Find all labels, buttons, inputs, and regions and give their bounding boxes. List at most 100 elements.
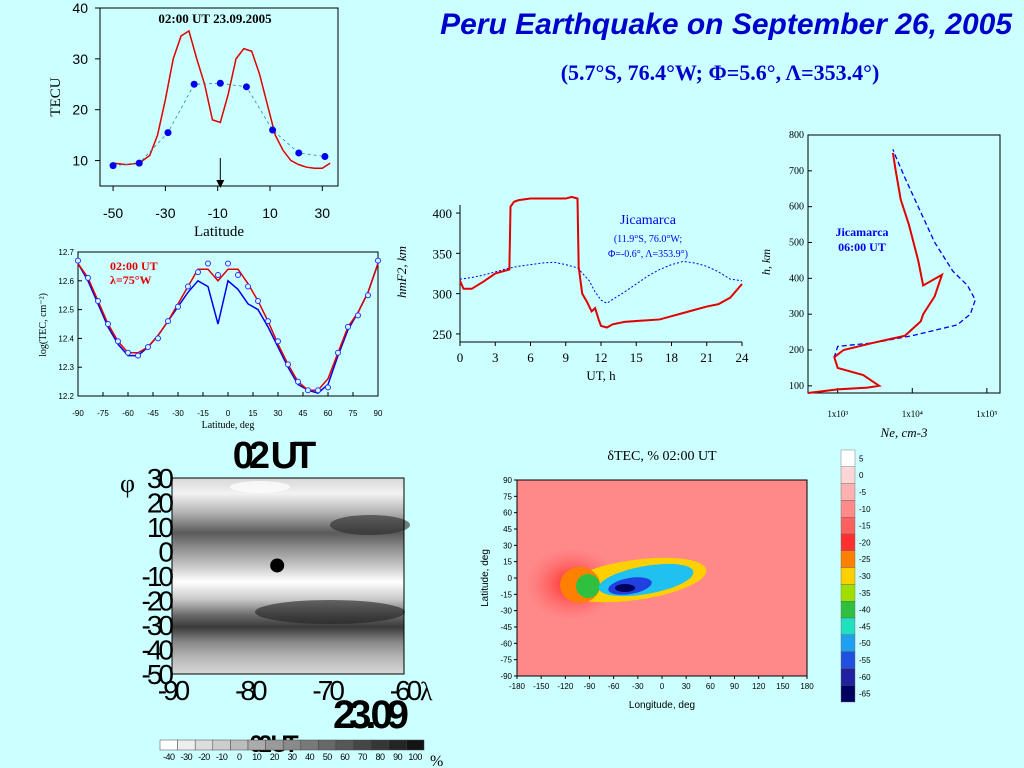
colorbar-swatch xyxy=(840,584,856,602)
colorbar-tick-label: 0 xyxy=(859,471,864,480)
data-point xyxy=(285,361,291,368)
x-tick-label: -60 xyxy=(608,682,620,691)
colorbar-tick-label: -30 xyxy=(181,752,193,762)
data-point xyxy=(265,318,271,325)
colorbar-swatch xyxy=(840,466,856,484)
x-tick-label: 30 xyxy=(315,205,331,221)
colorbar-swatch xyxy=(840,685,856,703)
x-axis-label: Latitude, deg xyxy=(202,420,255,431)
colorbar-tick-label: -40 xyxy=(859,606,871,615)
data-point xyxy=(269,126,277,134)
colorbar-tick-label: 60 xyxy=(340,752,350,762)
colorbar-unit: % xyxy=(430,753,443,768)
data-point xyxy=(325,384,331,391)
series-line-red xyxy=(807,152,944,394)
data-point xyxy=(295,149,303,157)
data-point xyxy=(245,283,251,290)
x-tick-label: -90 xyxy=(584,682,596,691)
y-tick-label: 12.2 xyxy=(58,392,74,401)
data-point xyxy=(135,159,143,167)
x-tick-label: 15 xyxy=(249,409,258,418)
data-point xyxy=(215,272,221,279)
x-tick-label: 0 xyxy=(457,350,464,365)
y-tick-label: 12.3 xyxy=(58,363,74,372)
x-tick-label: 60 xyxy=(706,682,715,691)
x-axis-label: UT, h xyxy=(586,368,616,383)
colorbar-tick-label: 40 xyxy=(305,752,315,762)
data-point xyxy=(155,335,161,342)
colorbar-tick-label: 90 xyxy=(393,752,403,762)
x-tick-label: 0 xyxy=(660,682,665,691)
y-tick-label: -30 xyxy=(500,607,512,616)
x-tick-label: 30 xyxy=(274,409,283,418)
colorbar-tick-label: -55 xyxy=(859,656,871,665)
colorbar-tick-label: -40 xyxy=(163,752,175,762)
y-tick-label: 20 xyxy=(72,102,88,118)
y-tick-label: 500 xyxy=(789,238,804,249)
y-tick-label: 700 xyxy=(789,166,804,177)
data-point xyxy=(345,323,351,330)
station-coords-2: Φ=-0.6°, Λ=353.9°) xyxy=(608,249,688,260)
data-point xyxy=(164,129,172,137)
data-point xyxy=(190,80,198,88)
y-tick-label: 12.4 xyxy=(58,334,74,343)
y-tick-label: 600 xyxy=(789,202,804,213)
data-point xyxy=(242,83,250,91)
data-point xyxy=(295,378,301,385)
data-point xyxy=(95,297,101,304)
y-tick-label: 45 xyxy=(503,525,512,534)
data-point xyxy=(105,321,111,327)
y-tick-label: 10 xyxy=(72,153,88,169)
dark-band-lower xyxy=(255,600,405,624)
colorbar-tick-label: 20 xyxy=(270,752,280,762)
colorbar-tick-label: 5 xyxy=(859,454,864,463)
y-tick-label: -45 xyxy=(500,623,512,632)
x-tick-label: 1x10⁴ xyxy=(902,409,923,419)
x-axis-label: Latitude xyxy=(194,224,244,240)
x-tick-label: 18 xyxy=(665,350,678,365)
colorbar-tick-label: -65 xyxy=(859,690,871,699)
y-tick-label: 350 xyxy=(433,246,453,261)
slide-subtitle: (5.7°S, 76.4°W; Φ=5.6°, Λ=353.4°) xyxy=(560,60,880,85)
colorbar-swatch xyxy=(840,668,856,686)
colorbar-tick-label: -45 xyxy=(859,622,871,631)
x-tick-label: 45 xyxy=(299,409,308,418)
data-point xyxy=(125,349,131,356)
series-line-blue xyxy=(459,260,743,304)
x-tick-label: -30 xyxy=(155,205,175,221)
colorbar-tick-label: 0 xyxy=(237,752,242,762)
plot-frame xyxy=(171,477,405,675)
data-point xyxy=(235,272,241,279)
colorbar-tick-label: 30 xyxy=(287,752,297,762)
colorbar-tick-label: -10 xyxy=(859,505,871,514)
plot-frame xyxy=(99,7,339,187)
data-point xyxy=(205,260,211,267)
y-tick-label: 800 xyxy=(789,130,804,141)
annotation-time: 02:00 UT xyxy=(110,259,158,273)
dark-band-upper xyxy=(330,515,410,535)
data-point xyxy=(355,312,361,319)
x-tick-label: -180 xyxy=(509,682,526,691)
y-tick-label: 12.6 xyxy=(58,277,74,286)
y-tick-label: 300 xyxy=(789,309,804,320)
data-point xyxy=(375,257,381,264)
data-point xyxy=(321,153,329,161)
y-tick-label: 400 xyxy=(433,206,453,221)
colorbar-tick-label: -25 xyxy=(859,555,871,564)
x-tick-label: -30 xyxy=(172,409,184,418)
colorbar-swatch xyxy=(840,500,856,518)
x-tick-label: 90 xyxy=(374,409,383,418)
green-zone-west xyxy=(576,574,600,598)
station-label: Jicamarca xyxy=(835,225,888,239)
x-tick-label: -15 xyxy=(197,409,209,418)
data-point xyxy=(315,387,321,394)
x-tick-label: 120 xyxy=(752,682,766,691)
x-tick-label: 12 xyxy=(595,350,608,365)
date-label: 23.09 xyxy=(333,693,408,737)
colorbar-swatch xyxy=(840,651,856,669)
colorbar-tick-label: -50 xyxy=(859,639,871,648)
